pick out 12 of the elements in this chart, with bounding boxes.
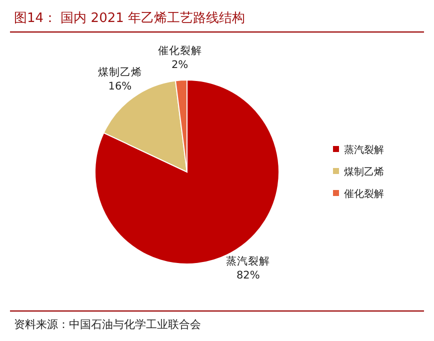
- slice-label: 煤制乙烯: [98, 66, 142, 79]
- data-label: 2%: [172, 59, 188, 72]
- legend-label: 煤制乙烯: [344, 166, 384, 178]
- chart-title: 图14： 国内 2021 年乙烯工艺路线结构: [14, 11, 246, 26]
- pie-slice: [94, 80, 280, 264]
- slice-label: 催化裂解: [158, 45, 202, 58]
- text: 资料来源：中国石油与化学工业联合会: [14, 318, 201, 331]
- legend-label: 催化裂解: [344, 188, 384, 200]
- legend-label: 蒸汽裂解: [344, 144, 384, 156]
- data-label: 82%: [236, 269, 260, 282]
- slice-label: 蒸汽裂解: [226, 254, 270, 268]
- data-label: 16%: [108, 80, 132, 93]
